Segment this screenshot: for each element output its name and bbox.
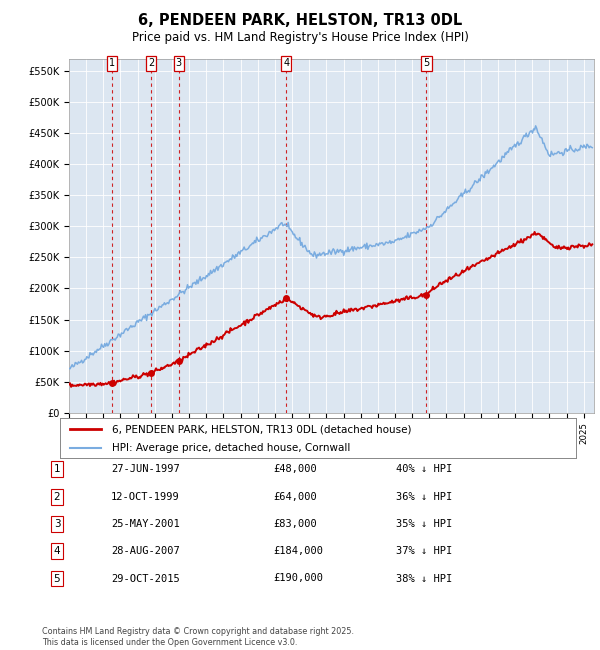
Text: 28-AUG-2007: 28-AUG-2007 bbox=[111, 546, 180, 556]
Text: £83,000: £83,000 bbox=[273, 519, 317, 529]
Text: £64,000: £64,000 bbox=[273, 491, 317, 502]
Text: 2: 2 bbox=[148, 58, 154, 68]
Text: £190,000: £190,000 bbox=[273, 573, 323, 584]
Text: 2: 2 bbox=[53, 491, 61, 502]
Text: 4: 4 bbox=[53, 546, 61, 556]
Text: 1: 1 bbox=[53, 464, 61, 474]
Text: 29-OCT-2015: 29-OCT-2015 bbox=[111, 573, 180, 584]
Text: 4: 4 bbox=[283, 58, 289, 68]
Text: 27-JUN-1997: 27-JUN-1997 bbox=[111, 464, 180, 474]
Text: HPI: Average price, detached house, Cornwall: HPI: Average price, detached house, Corn… bbox=[112, 443, 350, 453]
Text: Price paid vs. HM Land Registry's House Price Index (HPI): Price paid vs. HM Land Registry's House … bbox=[131, 31, 469, 44]
Text: 1: 1 bbox=[109, 58, 115, 68]
Text: 3: 3 bbox=[53, 519, 61, 529]
Text: 3: 3 bbox=[176, 58, 182, 68]
Text: 12-OCT-1999: 12-OCT-1999 bbox=[111, 491, 180, 502]
Text: 40% ↓ HPI: 40% ↓ HPI bbox=[396, 464, 452, 474]
Text: 5: 5 bbox=[423, 58, 430, 68]
Text: 5: 5 bbox=[53, 573, 61, 584]
Text: £184,000: £184,000 bbox=[273, 546, 323, 556]
Text: Contains HM Land Registry data © Crown copyright and database right 2025.
This d: Contains HM Land Registry data © Crown c… bbox=[42, 627, 354, 647]
Text: 36% ↓ HPI: 36% ↓ HPI bbox=[396, 491, 452, 502]
Text: 38% ↓ HPI: 38% ↓ HPI bbox=[396, 573, 452, 584]
Text: 25-MAY-2001: 25-MAY-2001 bbox=[111, 519, 180, 529]
Text: 35% ↓ HPI: 35% ↓ HPI bbox=[396, 519, 452, 529]
Text: 6, PENDEEN PARK, HELSTON, TR13 0DL (detached house): 6, PENDEEN PARK, HELSTON, TR13 0DL (deta… bbox=[112, 424, 411, 434]
Text: £48,000: £48,000 bbox=[273, 464, 317, 474]
Text: 37% ↓ HPI: 37% ↓ HPI bbox=[396, 546, 452, 556]
Text: 6, PENDEEN PARK, HELSTON, TR13 0DL: 6, PENDEEN PARK, HELSTON, TR13 0DL bbox=[138, 13, 462, 28]
